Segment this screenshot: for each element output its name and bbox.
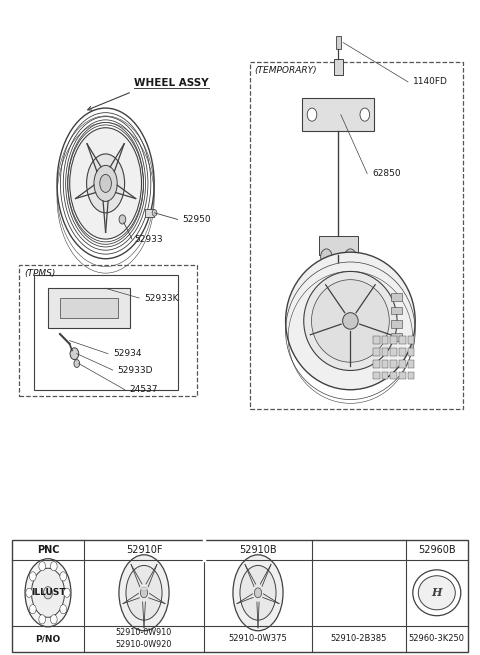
Bar	[391, 320, 401, 328]
Circle shape	[29, 605, 36, 614]
Circle shape	[345, 249, 356, 265]
Bar	[382, 336, 388, 344]
Circle shape	[360, 108, 370, 121]
Ellipse shape	[100, 174, 111, 193]
Circle shape	[39, 615, 46, 624]
Bar	[336, 36, 341, 49]
Ellipse shape	[119, 555, 169, 631]
Text: 52933: 52933	[134, 234, 163, 244]
Ellipse shape	[32, 569, 64, 617]
Ellipse shape	[86, 154, 125, 213]
Bar	[373, 360, 380, 367]
Text: (TPMS): (TPMS)	[24, 269, 55, 278]
Bar	[408, 360, 414, 367]
Bar	[19, 265, 197, 396]
Bar	[334, 59, 343, 75]
Ellipse shape	[418, 576, 455, 610]
Bar	[12, 540, 468, 652]
Bar	[399, 360, 406, 367]
Bar	[399, 348, 406, 356]
Ellipse shape	[126, 565, 162, 620]
Bar	[408, 336, 414, 344]
Circle shape	[60, 605, 67, 614]
Circle shape	[152, 210, 157, 216]
Ellipse shape	[413, 570, 461, 616]
Circle shape	[63, 588, 70, 597]
Text: 52960-3K250: 52960-3K250	[409, 634, 465, 643]
Circle shape	[39, 561, 46, 571]
Ellipse shape	[286, 252, 415, 390]
Circle shape	[70, 348, 79, 360]
Bar	[390, 336, 397, 344]
Bar	[390, 360, 397, 367]
Circle shape	[74, 360, 80, 367]
Text: WHEEL ASSY: WHEEL ASSY	[134, 79, 209, 88]
Bar	[302, 98, 374, 131]
Ellipse shape	[233, 555, 283, 631]
Text: 52960B: 52960B	[418, 545, 456, 555]
Bar	[145, 209, 154, 217]
Bar	[399, 371, 406, 379]
Circle shape	[254, 588, 262, 598]
Circle shape	[29, 572, 36, 581]
Bar	[399, 336, 406, 344]
Text: 52934: 52934	[113, 349, 141, 358]
Ellipse shape	[304, 271, 397, 371]
Circle shape	[321, 249, 332, 265]
Text: ILLUST: ILLUST	[31, 588, 65, 597]
Bar	[48, 288, 130, 328]
Text: H: H	[432, 588, 442, 598]
Bar	[382, 348, 388, 356]
Text: 52910B: 52910B	[239, 545, 277, 555]
Text: P/NO: P/NO	[36, 634, 60, 643]
Circle shape	[26, 588, 33, 597]
Bar	[391, 307, 401, 314]
Bar	[382, 371, 388, 379]
Text: 52950: 52950	[182, 215, 211, 224]
Ellipse shape	[240, 565, 276, 620]
Bar	[60, 298, 118, 318]
Text: 24537: 24537	[130, 385, 158, 394]
Text: 62850: 62850	[372, 169, 401, 178]
Bar	[408, 348, 414, 356]
Bar	[391, 333, 401, 341]
Bar	[390, 371, 397, 379]
Circle shape	[60, 572, 67, 581]
Circle shape	[140, 588, 148, 598]
Bar	[250, 62, 463, 409]
Bar	[408, 371, 414, 379]
Text: PNC: PNC	[37, 545, 59, 555]
Bar	[382, 360, 388, 367]
Circle shape	[50, 615, 57, 624]
Text: 52910-0W910
52910-0W920: 52910-0W910 52910-0W920	[116, 628, 172, 649]
Ellipse shape	[25, 559, 71, 627]
Ellipse shape	[141, 587, 147, 591]
Text: 1140FD: 1140FD	[413, 77, 448, 86]
Circle shape	[50, 561, 57, 571]
Text: (TEMPORARY): (TEMPORARY)	[254, 66, 317, 75]
Text: 52910-2B385: 52910-2B385	[331, 634, 387, 643]
Bar	[34, 275, 178, 390]
Bar	[319, 236, 358, 255]
Ellipse shape	[94, 166, 117, 202]
Ellipse shape	[70, 128, 142, 239]
Circle shape	[307, 108, 317, 121]
Text: 52933D: 52933D	[118, 365, 153, 375]
Bar	[391, 293, 401, 301]
Ellipse shape	[312, 280, 389, 362]
Text: 52933K: 52933K	[144, 293, 179, 303]
Ellipse shape	[343, 312, 358, 329]
Text: 52910F: 52910F	[126, 545, 162, 555]
Bar	[390, 348, 397, 356]
Circle shape	[119, 215, 126, 224]
Text: 52910-0W375: 52910-0W375	[228, 634, 288, 643]
Bar	[373, 371, 380, 379]
Bar	[373, 336, 380, 344]
Bar	[373, 348, 380, 356]
Circle shape	[44, 587, 52, 599]
